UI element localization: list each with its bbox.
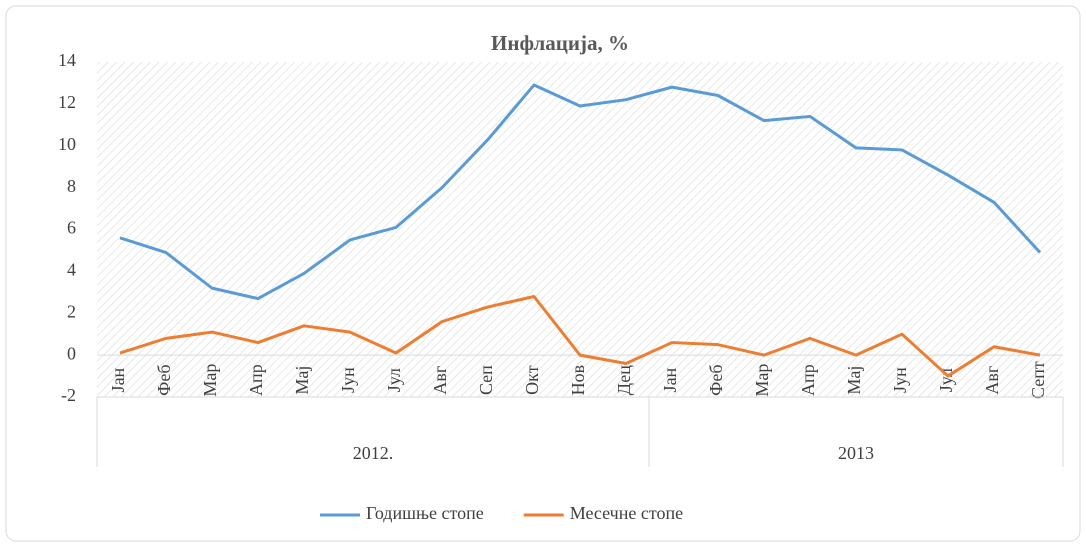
x-tick-label: Јун — [890, 367, 910, 393]
y-tick-label: 4 — [67, 260, 76, 280]
x-tick-label: Апр — [246, 364, 266, 396]
y-tick-label: 10 — [58, 134, 76, 154]
group-label: 2013 — [838, 443, 874, 463]
x-tick-label: Јул — [384, 368, 404, 392]
x-tick-label: Авг — [430, 366, 450, 395]
x-tick-label: Окт — [522, 365, 542, 395]
y-tick-label: 8 — [67, 176, 76, 196]
x-tick-label: Дец — [614, 365, 634, 395]
x-tick-label: Мај — [292, 366, 312, 395]
series-line — [119, 295, 1041, 378]
x-tick-label: Септ — [1028, 361, 1048, 399]
group-label: 2012. — [353, 443, 394, 463]
plot-area — [97, 62, 1063, 397]
x-tick-label: Мај — [844, 366, 864, 395]
x-tick-label: Авг — [982, 366, 1002, 395]
x-tick-label: Сеп — [476, 365, 496, 395]
y-tick-label: 14 — [58, 50, 76, 70]
x-tick-label: Мар — [200, 364, 220, 397]
y-tick-label: 12 — [58, 92, 76, 112]
legend-label: Месечне стопе — [570, 503, 683, 523]
y-tick-label: -2 — [61, 385, 76, 405]
x-tick-label: Феб — [706, 364, 726, 395]
x-tick-label: Мар — [752, 364, 772, 397]
y-tick-label: 6 — [67, 218, 76, 238]
series-line — [119, 83, 1042, 301]
chart-title: Инфлација, % — [491, 31, 629, 55]
x-tick-label: Апр — [798, 364, 818, 396]
y-tick-label: 0 — [67, 343, 76, 363]
x-tick-label: Јун — [338, 367, 358, 393]
y-tick-label: 2 — [67, 301, 76, 321]
legend-label: Годишње стопе — [366, 503, 484, 523]
x-tick-label: Феб — [154, 364, 174, 395]
x-tick-label: Јан — [108, 367, 128, 392]
x-tick-label: Нов — [568, 365, 588, 396]
x-tick-label: Јан — [660, 367, 680, 392]
